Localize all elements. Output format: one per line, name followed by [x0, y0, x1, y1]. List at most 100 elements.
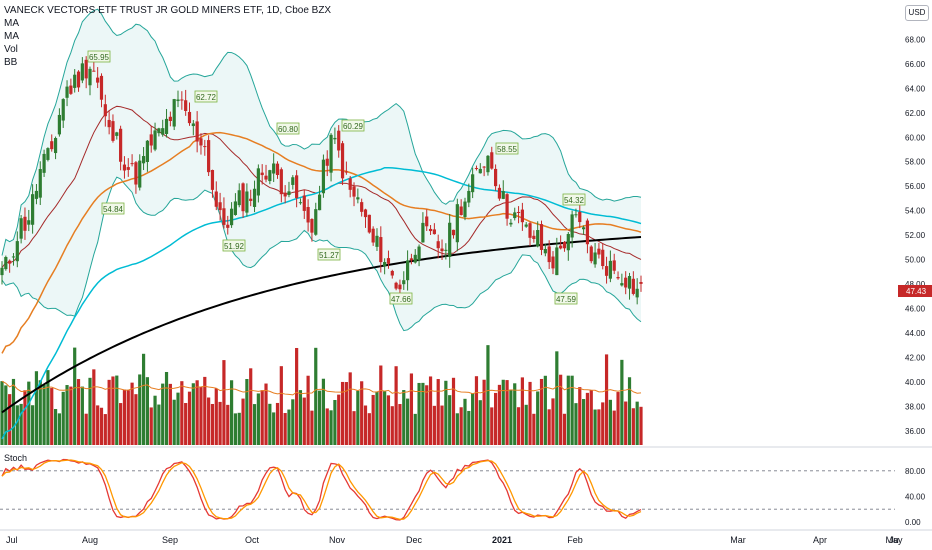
volume-bar	[601, 402, 605, 445]
chart-legend: VANECK VECTORS ETF TRUST JR GOLD MINERS …	[4, 4, 331, 69]
candle-body	[604, 266, 609, 276]
legend-ma-slow[interactable]: MA	[4, 31, 19, 42]
price-annotation-label: 60.80	[278, 125, 299, 134]
candle-body	[505, 194, 509, 219]
price-tick-label: 38.00	[905, 402, 926, 411]
volume-bar	[306, 375, 310, 445]
candle-body	[440, 248, 444, 252]
candle-body	[486, 155, 490, 173]
volume-bar	[218, 401, 222, 445]
volume-bar	[536, 391, 540, 445]
volume-bar	[425, 385, 429, 445]
candle-body	[8, 260, 12, 264]
volume-bar	[394, 366, 398, 445]
volume-bar	[444, 380, 448, 445]
price-annotation-label: 58.55	[497, 145, 518, 154]
candle-body	[84, 59, 88, 79]
volume-bar	[199, 386, 203, 445]
legend-volume[interactable]: Vol	[4, 44, 18, 55]
volume-bar	[486, 345, 490, 445]
price-annotation-box	[276, 122, 300, 135]
volume-bar	[207, 397, 211, 445]
volume-bar	[298, 390, 303, 445]
volume-bar	[402, 390, 406, 445]
volume-bar	[348, 372, 352, 445]
volume-bar	[260, 390, 264, 445]
candle-body	[570, 214, 574, 238]
volume-bar	[593, 409, 597, 445]
candle-body	[616, 277, 620, 279]
candle-body	[478, 168, 482, 174]
volume-bar	[383, 391, 387, 445]
candle-body	[425, 216, 429, 227]
candle-body	[601, 249, 605, 267]
candle-body	[38, 169, 42, 198]
candle-body	[119, 128, 123, 162]
volume-bar	[119, 403, 123, 445]
volume-bar	[455, 413, 459, 445]
price-annotation-label: 47.66	[391, 295, 412, 304]
price-annotation-label: 54.32	[564, 196, 585, 205]
volume-bar	[448, 395, 452, 445]
currency-button[interactable]: USD	[905, 5, 929, 21]
volume-bar	[612, 410, 616, 445]
candle-body	[107, 119, 111, 128]
volume-bar	[398, 404, 402, 445]
price-tick-label: 58.00	[905, 158, 926, 167]
volume-bar	[597, 409, 601, 445]
candle-body	[264, 175, 268, 180]
candle-body	[195, 121, 199, 142]
volume-bar	[337, 394, 341, 445]
volume-bar	[69, 386, 73, 445]
legend-bollinger[interactable]: BB	[4, 57, 18, 68]
volume-bar	[631, 408, 635, 445]
price-tick-label: 36.00	[905, 427, 926, 436]
volume-bar	[31, 405, 35, 445]
candle-body	[474, 168, 479, 170]
candle-body	[363, 209, 368, 218]
candle-body	[46, 148, 50, 160]
volume-bar	[405, 398, 410, 445]
volume-bar	[249, 368, 253, 445]
candle-body	[92, 70, 96, 72]
volume-bar	[50, 388, 54, 445]
stoch-legend[interactable]: Stoch	[4, 453, 28, 463]
price-annotation-box	[389, 292, 413, 305]
volume-bar	[333, 399, 337, 445]
volume-bar	[478, 400, 482, 445]
volume-bar	[53, 409, 58, 445]
candle-body	[210, 170, 215, 190]
candle-body	[513, 212, 517, 219]
volume-bar	[187, 391, 192, 445]
candle-body	[409, 258, 414, 261]
volume-bar	[291, 399, 295, 445]
candle-body	[76, 71, 81, 88]
candle-body	[111, 121, 115, 141]
price-annotation-box	[194, 90, 218, 103]
volume-bar	[417, 382, 421, 445]
candle-body	[589, 246, 593, 262]
volume-bar	[624, 401, 628, 445]
volume-bar	[620, 359, 624, 445]
volume-bar	[61, 391, 65, 445]
price-annotation-box	[317, 248, 341, 261]
volume-bar	[19, 403, 23, 445]
candle-body	[379, 237, 383, 263]
candle-body	[444, 249, 448, 251]
candle-body	[467, 190, 471, 203]
volume-bar	[157, 404, 161, 445]
candle-body	[61, 99, 65, 121]
legend-ma-fast[interactable]: MA	[4, 18, 19, 29]
volume-bar	[11, 378, 16, 445]
price-annotation-box	[222, 239, 246, 252]
volume-bar	[103, 414, 107, 445]
volume-bar	[275, 402, 280, 445]
candle-body	[551, 256, 555, 269]
volume-bar	[210, 403, 215, 445]
candle-body	[141, 156, 146, 164]
volume-bar	[84, 413, 88, 445]
candle-body	[130, 163, 134, 165]
volume-bar	[520, 377, 524, 445]
volume-bar	[287, 409, 291, 445]
